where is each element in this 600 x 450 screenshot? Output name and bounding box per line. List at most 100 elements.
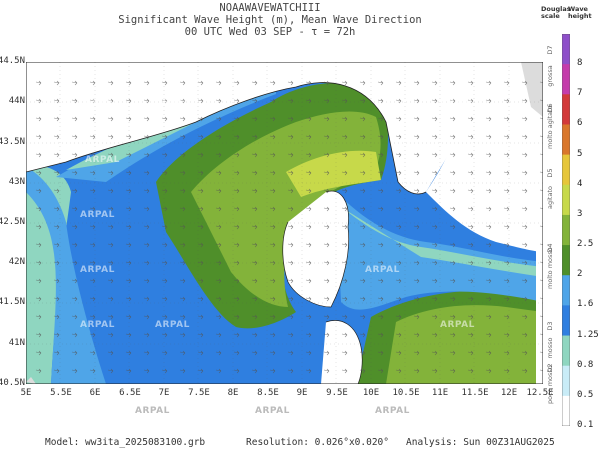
douglas-code: D7 (546, 45, 554, 55)
legend-value: 4 (577, 178, 583, 189)
lon-label: 12.5E (526, 388, 554, 398)
lat-label: 44N (8, 96, 25, 106)
no-data-area (26, 377, 36, 384)
legend-value: 2 (577, 269, 583, 280)
douglas-word: molto agitato (546, 105, 554, 149)
legend-swatch (562, 154, 570, 186)
title-line-variable: Significant Wave Height (m), Mean Wave D… (118, 14, 422, 26)
map-canvas (26, 62, 543, 384)
lat-label: 42N (8, 257, 25, 267)
douglas-word: agitato (546, 186, 554, 209)
land-italy (426, 62, 543, 252)
legend-swatch (562, 245, 570, 276)
legend-value: 1.25 (577, 329, 599, 340)
legend-value: 6 (577, 118, 583, 129)
douglas-code: D5 (546, 168, 554, 178)
legend-value: 0.1 (577, 420, 594, 430)
lon-label: 10.5E (392, 388, 420, 398)
lon-label: 6.5E (119, 388, 141, 398)
douglas-scale-title: Douglas scale (541, 5, 571, 20)
wave-height-map[interactable] (26, 62, 543, 384)
sardinia-island (321, 320, 363, 384)
legend-value: 5 (577, 148, 583, 159)
watermark: ARPAL (365, 265, 400, 275)
watermark: ARPAL (135, 406, 170, 416)
lon-label: 5.5E (50, 388, 72, 398)
lat-label: 43N (8, 177, 25, 187)
corsica-island (282, 190, 349, 308)
douglas-word: poco mosso (546, 365, 554, 404)
green-zone-east-inner (386, 305, 543, 384)
lon-label: 12E (500, 388, 518, 398)
coastline (26, 82, 427, 195)
legend-swatch (562, 365, 570, 397)
watermark: ARPAL (440, 320, 475, 330)
footer-model: Model: ww3ita_2025083100.grb (45, 437, 206, 448)
legend-value: 8 (577, 58, 583, 69)
legend-swatch (562, 275, 570, 306)
legend-value: 3 (577, 208, 583, 219)
color-legend-bar (562, 34, 570, 426)
watermark: ARPAL (155, 320, 190, 330)
legend-value: 1.6 (577, 299, 594, 310)
lon-label: 7.5E (188, 388, 210, 398)
legend-swatch (562, 64, 570, 95)
douglas-scale: D7 grossa D6 molto agitato D5 agitato D4… (539, 34, 561, 426)
watermark: ARPAL (80, 210, 115, 220)
legend-value: 0.8 (577, 359, 594, 370)
watermark: ARPAL (255, 406, 290, 416)
lon-label: 5E (20, 388, 32, 398)
land-mainland (26, 62, 543, 384)
lon-label: 7E (158, 388, 170, 398)
legend-swatch (562, 395, 570, 426)
douglas-word: grossa (546, 65, 554, 87)
lat-label: 42.5N (0, 217, 25, 227)
lon-label: 11E (431, 388, 449, 398)
title-line-time: 00 UTC Wed 03 SEP - τ = 72h (184, 26, 356, 38)
legend-swatch (562, 214, 570, 246)
legend-swatch (562, 34, 570, 65)
lat-label: 44.5N (0, 56, 25, 66)
graticule (26, 62, 543, 384)
footer-analysis: Analysis: Sun 00Z31AUG2025 (406, 437, 555, 448)
footer-resolution: Resolution: 0.026°x0.020° (246, 437, 389, 448)
wave-direction-arrows (35, 80, 543, 374)
legend-swatch (562, 184, 570, 216)
legend-value: 0.5 (577, 389, 594, 400)
lat-label: 41.5N (0, 297, 25, 307)
legend-value: 2.5 (577, 239, 594, 250)
douglas-code: D3 (546, 321, 554, 331)
watermark: ARPAL (155, 98, 190, 108)
lon-label: 9.5E (326, 388, 348, 398)
douglas-word: molto mosso (546, 247, 554, 289)
legend-swatch (562, 335, 570, 367)
legend-swatch (562, 124, 570, 156)
legend-swatch (562, 305, 570, 337)
lat-label: 41N (8, 338, 25, 348)
mid-wave-zone-west (26, 167, 106, 384)
lon-label: 6E (89, 388, 101, 398)
no-data-area (521, 62, 543, 117)
map-title: NOAAWAVEWATCHIII Significant Wave Height… (0, 2, 540, 38)
lon-label: 8E (227, 388, 239, 398)
watermark: ARPAL (85, 155, 120, 165)
watermark: ARPAL (440, 155, 475, 165)
legend-title: Wave height (568, 5, 592, 20)
tyrrhenian-light-band (341, 207, 543, 277)
lat-label: 43.5N (0, 137, 25, 147)
lat-label: 40.5N (0, 378, 25, 388)
watermark: ARPAL (440, 98, 475, 108)
coastal-fringe-north (66, 74, 276, 170)
title-line-model: NOAAWAVEWATCHIII (219, 2, 321, 14)
watermark: ARPAL (85, 98, 120, 108)
watermark: ARPAL (80, 320, 115, 330)
douglas-word: mosso (546, 337, 554, 359)
legend-swatch (562, 94, 570, 125)
lon-label: 9E (296, 388, 308, 398)
legend-value: 7 (577, 88, 583, 99)
watermark: ARPAL (375, 406, 410, 416)
lon-label: 11.5E (461, 388, 489, 398)
lon-label: 10E (362, 388, 380, 398)
yellowgreen-zone (286, 150, 381, 197)
watermark: ARPAL (80, 265, 115, 275)
